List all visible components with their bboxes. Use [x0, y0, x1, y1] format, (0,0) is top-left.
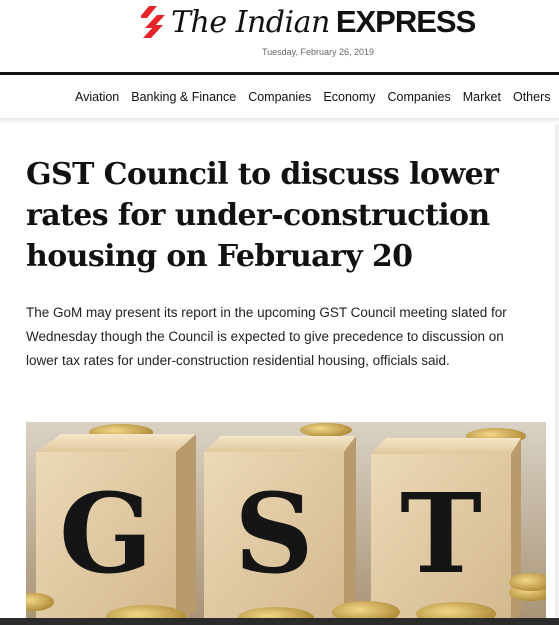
hero-letter-g: G: [59, 469, 153, 598]
article-summary: The GoM may present its report in the up…: [26, 305, 507, 368]
section-nav: Aviation Banking & Finance Companies Eco…: [0, 76, 559, 118]
nav-divider: [0, 118, 559, 124]
page-scrollbar[interactable]: [555, 124, 559, 618]
masthead: The Indian EXPRESS Tuesday, February 26,…: [0, 0, 559, 75]
hero-letter-s: S: [234, 469, 313, 598]
logo-stripes-icon: [141, 6, 165, 38]
logo-wordmark-express: EXPRESS: [335, 4, 476, 39]
nav-item-banking-finance[interactable]: Banking & Finance: [131, 90, 237, 104]
site-logo[interactable]: The Indian EXPRESS: [141, 4, 476, 40]
logo-wordmark-the: The Indian: [171, 4, 330, 40]
nav-item-market[interactable]: Market: [462, 90, 501, 104]
hero-letter-t: T: [400, 469, 482, 598]
bottom-bar: [0, 618, 559, 625]
nav-item-economy[interactable]: Economy: [323, 90, 376, 104]
nav-item-companies-2[interactable]: Companies: [387, 90, 451, 104]
nav-item-aviation[interactable]: Aviation: [75, 90, 120, 104]
edition-date: Tuesday, February 26, 2019: [261, 47, 375, 57]
nav-item-companies[interactable]: Companies: [248, 90, 312, 104]
nav-item-others[interactable]: Others: [512, 90, 551, 104]
masthead-divider: [0, 72, 559, 75]
gst-blocks-illustration: G S T: [26, 422, 546, 625]
article-headline: GST Council to discuss lower rates for u…: [26, 157, 499, 274]
hero-image[interactable]: G S T: [26, 422, 546, 625]
